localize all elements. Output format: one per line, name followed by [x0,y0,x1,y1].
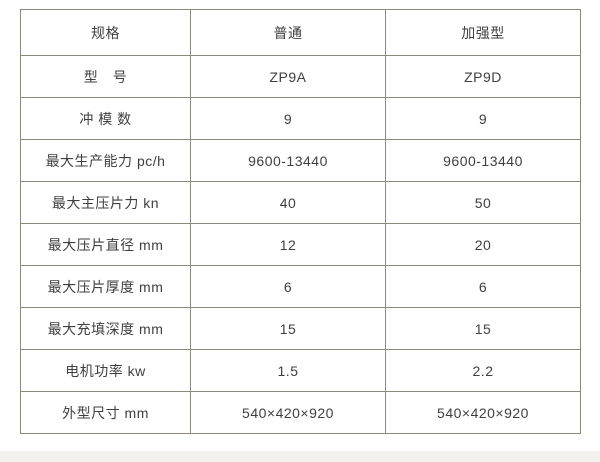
cell-normal: 9600-13440 [190,139,386,182]
header-row: 规格 普通 加强型 [20,9,581,56]
row-label: 最大生产能力 pc/h [20,139,191,182]
table-row: 冲 模 数 9 9 [20,97,581,140]
cell-normal: 40 [190,181,386,224]
header-cell-spec: 规格 [20,9,191,56]
table-row: 型 号 ZP9A ZP9D [20,55,581,98]
cell-normal: ZP9A [190,55,386,98]
table-row: 最大压片厚度 mm 6 6 [20,265,581,308]
row-label: 最大压片厚度 mm [20,265,191,308]
cell-normal: 6 [190,265,386,308]
cell-enhanced: 540×420×920 [385,391,581,434]
cell-normal: 1.5 [190,349,386,392]
table-row: 最大压片直径 mm 12 20 [20,223,581,266]
table-row: 最大生产能力 pc/h 9600-13440 9600-13440 [20,139,581,182]
table-row: 最大充填深度 mm 15 15 [20,307,581,350]
row-label: 型 号 [20,55,191,98]
cell-enhanced: 9600-13440 [385,139,581,182]
table-row: 电机功率 kw 1.5 2.2 [20,349,581,392]
cell-normal: 12 [190,223,386,266]
cell-enhanced: 50 [385,181,581,224]
header-cell-enhanced: 加强型 [385,9,581,56]
cell-normal: 15 [190,307,386,350]
cell-enhanced: 15 [385,307,581,350]
spec-table-container: 规格 普通 加强型 型 号 ZP9A ZP9D 冲 模 数 9 9 最大生产能力… [20,9,581,434]
row-label: 外型尺寸 mm [20,391,191,434]
cell-enhanced: 20 [385,223,581,266]
row-label: 电机功率 kw [20,349,191,392]
row-label: 最大充填深度 mm [20,307,191,350]
cell-normal: 9 [190,97,386,140]
bottom-strip [0,451,600,462]
cell-enhanced: 6 [385,265,581,308]
row-label: 最大压片直径 mm [20,223,191,266]
row-label: 最大主压片力 kn [20,181,191,224]
cell-enhanced: ZP9D [385,55,581,98]
cell-normal: 540×420×920 [190,391,386,434]
table-row: 外型尺寸 mm 540×420×920 540×420×920 [20,391,581,434]
row-label: 冲 模 数 [20,97,191,140]
spec-table: 规格 普通 加强型 型 号 ZP9A ZP9D 冲 模 数 9 9 最大生产能力… [20,9,581,434]
cell-enhanced: 2.2 [385,349,581,392]
cell-enhanced: 9 [385,97,581,140]
table-row: 最大主压片力 kn 40 50 [20,181,581,224]
header-cell-normal: 普通 [190,9,386,56]
